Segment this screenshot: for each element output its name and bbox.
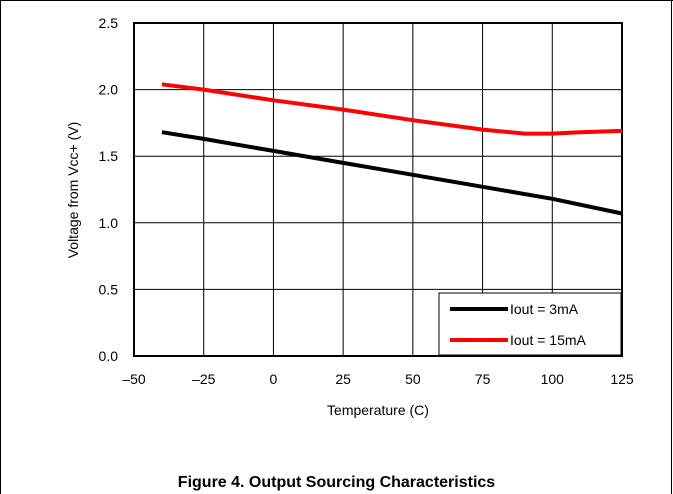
series-line-1 xyxy=(161,130,623,216)
x-tick-label: 50 xyxy=(405,371,421,387)
legend-label-2: Iout = 15mA xyxy=(510,332,587,348)
y-tick-label: 2.0 xyxy=(99,82,119,98)
y-axis-label: Voltage from Vcc+ (V) xyxy=(65,122,81,259)
y-tick-label: 1.0 xyxy=(99,215,119,231)
line-chart: 0.0 0.5 1.0 1.5 2.0 2.5 –50 –25 0 25 50 75 100 125 T… xyxy=(65,15,634,418)
x-tick-label: 25 xyxy=(335,371,351,387)
y-tick-label: 0.0 xyxy=(99,348,119,364)
x-axis-ticks: –50 –25 0 25 50 75 100 125 xyxy=(122,371,634,387)
legend-label-1: Iout = 3mA xyxy=(510,301,579,317)
y-axis-ticks: 0.0 0.5 1.0 1.5 2.0 2.5 xyxy=(99,15,119,364)
legend: Iout = 3mA Iout = 15mA xyxy=(438,292,622,356)
x-tick-label: 100 xyxy=(541,371,565,387)
page-frame-left xyxy=(0,0,1,494)
page-frame-top xyxy=(0,0,673,1)
legend-box xyxy=(438,292,622,356)
series-lines xyxy=(161,82,623,216)
plot-area-border xyxy=(133,22,623,357)
x-tick-label: 125 xyxy=(610,371,634,387)
x-tick-label: 75 xyxy=(475,371,491,387)
x-tick-label: 0 xyxy=(270,371,278,387)
series-line-2 xyxy=(161,82,623,136)
y-tick-label: 0.5 xyxy=(99,281,119,297)
page-frame-right xyxy=(671,0,672,494)
y-tick-label: 1.5 xyxy=(99,148,119,164)
x-axis-label: Temperature (C) xyxy=(327,402,429,418)
x-tick-label: –50 xyxy=(122,371,146,387)
x-tick-label: –25 xyxy=(192,371,216,387)
y-tick-label: 2.5 xyxy=(99,15,119,31)
figure-caption: Figure 4. Output Sourcing Characteristic… xyxy=(177,474,496,491)
